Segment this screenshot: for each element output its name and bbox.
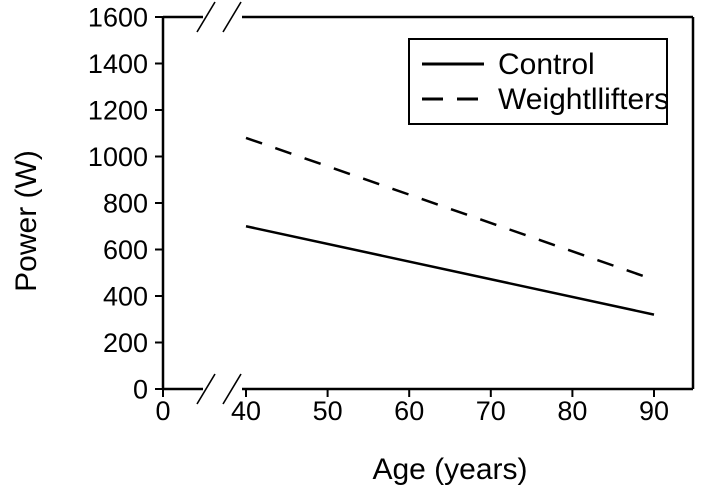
break-slash-icon [222,1,242,33]
x-axis-title: Age (years) [372,453,528,486]
x-tick-label: 50 [313,396,343,426]
x-tick-label: 0 [155,396,170,426]
x-tick-label: 70 [476,396,506,426]
series-line-weightllifters [245,136,655,281]
break-slash-icon [196,1,216,33]
dashed-line-sample-icon [422,97,481,101]
legend: Control Weightllifters [408,38,670,125]
x-tick-label: 60 [394,396,424,426]
tick-marks [155,16,655,397]
y-tick-label: 800 [103,188,148,218]
y-tick-label: 600 [103,235,148,265]
y-tick-label: 1000 [88,142,148,172]
axis-break-marks [196,1,242,405]
y-tick-label: 200 [103,328,148,358]
solid-line-sample-icon [422,62,484,66]
x-tick-label: 80 [557,396,587,426]
break-slash-icon [222,373,242,405]
y-tick-label: 400 [103,281,148,311]
legend-item-weightllifters: Weightllifters [410,82,670,116]
legend-label-control: Control [498,47,595,81]
legend-label-weightllifters: Weightllifters [498,82,670,116]
y-axis-title: Power (W) [10,150,43,292]
x-tick-label: 90 [639,396,669,426]
data-series [245,136,655,316]
y-tick-label: 1400 [88,49,148,79]
y-tick-label: 1600 [88,2,148,32]
legend-item-control: Control [410,48,666,81]
y-tick-label: 1200 [88,95,148,125]
series-line-control [245,225,655,316]
tick-labels: 0 200 400 600 800 1000 1200 1400 1600 0 40 50 60 70 80… [88,2,669,426]
x-tick-label: 40 [231,396,261,426]
y-tick-label: 0 [133,374,148,404]
break-slash-icon [196,373,216,405]
